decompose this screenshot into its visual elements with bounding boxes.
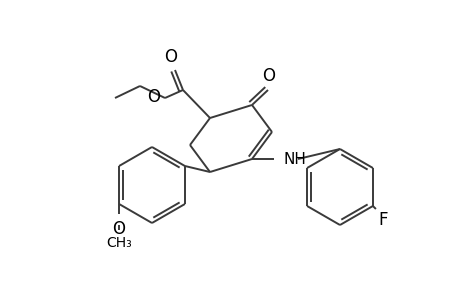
Text: O: O bbox=[164, 48, 177, 66]
Text: CH₃: CH₃ bbox=[106, 236, 132, 250]
Text: O: O bbox=[147, 88, 160, 106]
Text: NH: NH bbox=[283, 152, 306, 166]
Text: O: O bbox=[262, 67, 275, 85]
Text: O: O bbox=[112, 220, 125, 238]
Text: F: F bbox=[377, 211, 386, 229]
